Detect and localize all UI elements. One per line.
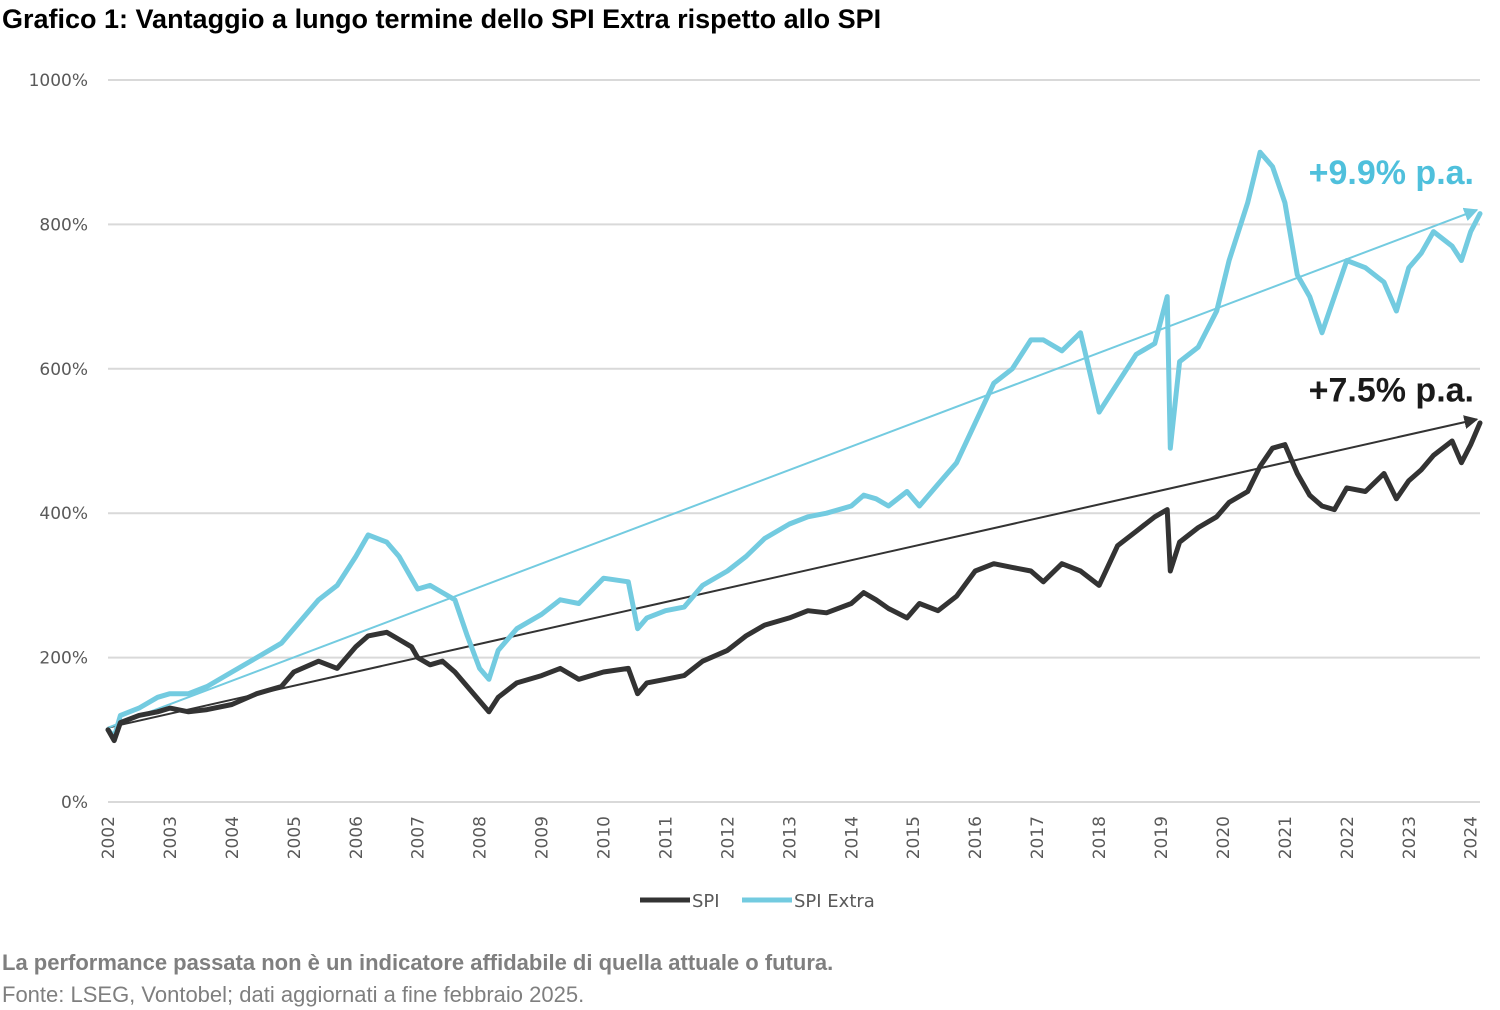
trend-lines — [107, 207, 1479, 729]
y-tick-label: 600% — [39, 360, 88, 380]
x-tick-label: 2024 — [1462, 816, 1482, 859]
chart-title: Grafico 1: Vantaggio a lungo termine del… — [2, 4, 882, 34]
x-tick-label: 2014 — [842, 816, 862, 859]
annotation-spi-extra-growth: +9.9% p.a. — [1309, 154, 1474, 192]
x-tick-label: 2018 — [1090, 816, 1110, 859]
y-tick-label: 200% — [39, 649, 88, 669]
y-tick-label: 1000% — [29, 71, 88, 91]
x-tick-label: 2016 — [966, 816, 986, 859]
series-line-spi-extra — [105, 149, 1483, 740]
source-note: Fonte: LSEG, Vontobel; dati aggiornati a… — [2, 982, 585, 1007]
y-tick-label: 800% — [39, 215, 88, 235]
x-tick-label: 2015 — [904, 816, 924, 859]
series-lines — [105, 149, 1483, 744]
x-tick-label: 2010 — [595, 816, 615, 859]
legend-label-spi-extra: SPI Extra — [794, 891, 875, 912]
x-tick-label: 2002 — [99, 816, 119, 859]
x-tick-label: 2006 — [347, 816, 367, 859]
y-tick-label: 400% — [39, 504, 88, 524]
annotation-spi-growth: +7.5% p.a. — [1309, 371, 1474, 409]
x-tick-label: 2011 — [656, 816, 676, 859]
x-tick-label: 2013 — [780, 816, 800, 859]
x-tick-label: 2008 — [471, 816, 491, 859]
legend: SPI SPI Extra — [640, 891, 875, 912]
x-axis-ticks: 2002 2003 2004 2005 2006 2007 2008 2009 2010 2011… — [99, 816, 1482, 859]
x-tick-label: 2007 — [409, 816, 429, 859]
x-tick-label: 2020 — [1214, 816, 1234, 859]
x-tick-label: 2005 — [285, 816, 305, 859]
x-tick-label: 2004 — [223, 816, 243, 859]
series-line-spi — [105, 420, 1483, 744]
y-axis-ticks: 0% 200% 400% 600% 800% 1000% — [29, 71, 88, 813]
trend-annotations: +7.5% p.a. +9.9% p.a. — [1309, 154, 1474, 409]
x-tick-label: 2021 — [1276, 816, 1296, 859]
legend-label-spi: SPI — [692, 891, 720, 912]
grid-lines — [108, 79, 1480, 803]
x-tick-label: 2003 — [161, 816, 181, 859]
trend-line-spi — [107, 415, 1479, 729]
trend-line-spi-extra — [107, 207, 1479, 729]
disclaimer-note: La performance passata non è un indicato… — [2, 950, 834, 975]
x-tick-label: 2017 — [1028, 816, 1048, 859]
line-chart: 0% 200% 400% 600% 800% 1000% 2002 2003 2004 2005… — [29, 71, 1483, 912]
x-tick-label: 2012 — [718, 816, 738, 859]
y-tick-label: 0% — [61, 793, 88, 813]
x-tick-label: 2009 — [533, 816, 553, 859]
x-tick-label: 2023 — [1400, 816, 1420, 859]
x-tick-label: 2022 — [1338, 816, 1358, 859]
x-tick-label: 2019 — [1152, 816, 1172, 859]
